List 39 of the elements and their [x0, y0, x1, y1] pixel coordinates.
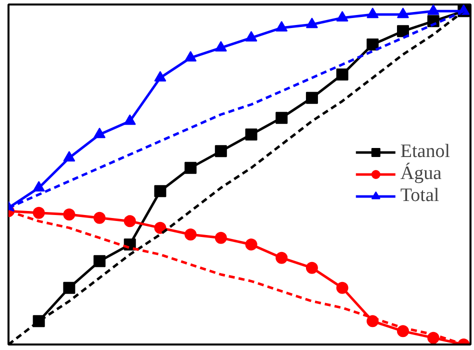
point — [184, 50, 197, 62]
point — [214, 145, 227, 158]
point — [124, 215, 136, 228]
point — [276, 112, 288, 124]
point — [94, 212, 106, 224]
point — [94, 255, 106, 268]
point — [94, 128, 106, 138]
point — [276, 252, 288, 264]
point — [124, 114, 136, 125]
point — [306, 92, 318, 104]
legend-label: Total — [400, 185, 440, 207]
legend-label: Etanol — [400, 141, 450, 162]
point — [32, 180, 45, 192]
point — [154, 70, 166, 82]
point — [306, 18, 318, 28]
point — [336, 282, 348, 294]
point — [154, 185, 166, 198]
legend-label: Água — [400, 163, 442, 185]
point — [306, 262, 318, 274]
point — [184, 228, 197, 240]
point — [214, 40, 227, 52]
point — [214, 232, 227, 244]
point — [63, 150, 76, 162]
point — [154, 222, 166, 234]
point — [63, 208, 76, 220]
point — [396, 8, 409, 18]
point — [396, 25, 409, 38]
point — [63, 282, 76, 294]
point — [245, 238, 258, 250]
point — [32, 206, 45, 219]
point — [245, 128, 258, 140]
point — [366, 8, 379, 18]
point — [276, 20, 288, 32]
point — [427, 4, 440, 15]
point — [336, 68, 348, 80]
point — [245, 30, 258, 42]
point — [366, 38, 379, 50]
point — [336, 10, 348, 22]
point — [184, 162, 197, 174]
